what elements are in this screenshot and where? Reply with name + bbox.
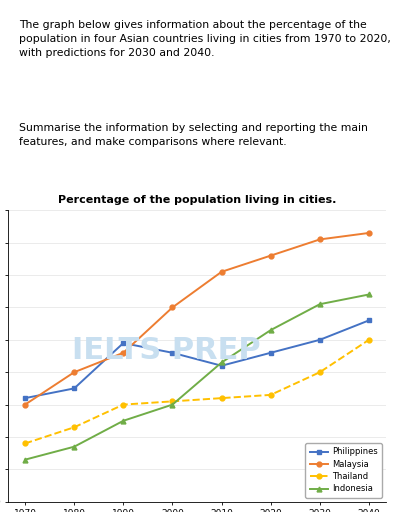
Philippines — [318, 337, 322, 343]
Malaysia — [170, 304, 175, 310]
Indonesia — [72, 443, 76, 450]
Indonesia — [366, 291, 371, 297]
Text: The graph below gives information about the percentage of the population in four: The graph below gives information about … — [19, 19, 391, 58]
Malaysia — [23, 401, 28, 408]
Philippines — [366, 317, 371, 324]
Thailand — [268, 392, 273, 398]
Indonesia — [23, 457, 28, 463]
Philippines — [23, 395, 28, 401]
Line: Malaysia: Malaysia — [22, 230, 372, 407]
Line: Thailand: Thailand — [22, 337, 372, 446]
Title: Percentage of the population living in cities.: Percentage of the population living in c… — [58, 196, 336, 205]
Thailand — [170, 398, 175, 404]
Indonesia — [318, 301, 322, 307]
Malaysia — [121, 350, 126, 356]
Thailand — [121, 401, 126, 408]
Malaysia — [268, 252, 273, 259]
Text: Summarise the information by selecting and reporting the main features, and make: Summarise the information by selecting a… — [19, 123, 368, 147]
Thailand — [23, 440, 28, 446]
Thailand — [219, 395, 224, 401]
Philippines — [121, 340, 126, 346]
Thailand — [72, 424, 76, 431]
Line: Indonesia: Indonesia — [22, 292, 372, 462]
Text: IELTS PREP: IELTS PREP — [72, 336, 261, 365]
Line: Philippines: Philippines — [22, 318, 372, 400]
Malaysia — [219, 269, 224, 275]
Philippines — [170, 350, 175, 356]
Malaysia — [72, 369, 76, 375]
Indonesia — [268, 327, 273, 333]
Philippines — [268, 350, 273, 356]
Malaysia — [366, 230, 371, 236]
Thailand — [366, 337, 371, 343]
Philippines — [219, 362, 224, 369]
Indonesia — [170, 401, 175, 408]
Philippines — [72, 386, 76, 392]
Malaysia — [318, 237, 322, 243]
Indonesia — [121, 418, 126, 424]
Indonesia — [219, 359, 224, 366]
Legend: Philippines, Malaysia, Thailand, Indonesia: Philippines, Malaysia, Thailand, Indones… — [305, 443, 382, 498]
Thailand — [318, 369, 322, 375]
